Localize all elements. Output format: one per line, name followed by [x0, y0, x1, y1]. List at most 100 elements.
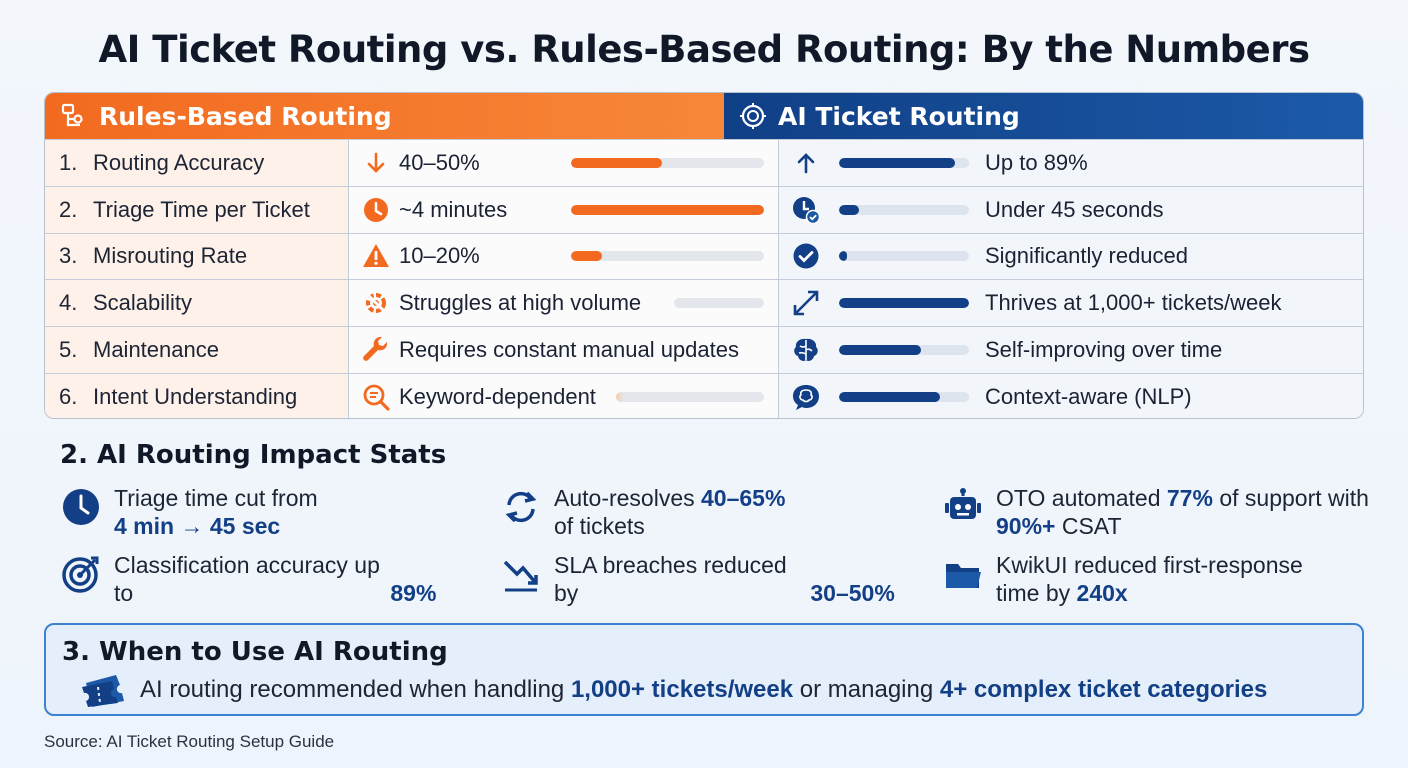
robot-icon [942, 486, 984, 528]
rules-cell: 10–20% [349, 233, 779, 280]
metric-label: Intent Understanding [93, 383, 298, 409]
stat-auto-resolve-text: Auto-resolves [554, 485, 695, 511]
stat-kwikui-value: 240x [1076, 580, 1128, 606]
folder-icon [942, 553, 984, 595]
rules-cell: ~4 minutes [349, 186, 779, 233]
ai-cell: Up to 89% [779, 140, 1363, 186]
ai-level-bar [839, 204, 969, 215]
rules-value: Struggles at high volume [399, 290, 642, 316]
ai-value: Up to 89% [985, 149, 1088, 175]
ai-value: Context-aware (NLP) [985, 383, 1192, 409]
stat-triage-value: 4 min → 45 sec [114, 513, 281, 539]
rules-level-bar [571, 251, 764, 262]
rules-cell: Requires constant manual updates [349, 327, 779, 373]
ai-level-bar [839, 157, 969, 168]
ai-level-bar [839, 251, 969, 262]
stat-auto-resolve-value: 40–65% [701, 485, 786, 511]
rules-level-fill [571, 204, 764, 215]
stat-accuracy-value: 89% [390, 580, 437, 606]
row-number: 6. [59, 383, 78, 409]
stat-oto-mid: of support with [1219, 485, 1369, 511]
clock-icon [361, 195, 391, 225]
rules-value: Keyword-dependent [399, 383, 596, 409]
stat-auto-resolve-suffix: of tickets [554, 513, 645, 539]
stat-oto-text: OTO automated [996, 485, 1161, 511]
target-icon [60, 553, 102, 595]
when-to-use-panel: 3. When to Use AI Routing AI routing rec… [44, 623, 1364, 716]
stat-oto: OTO automated 77% of support with 90%+ C… [942, 484, 1408, 540]
trend-down-icon [500, 553, 542, 595]
when-recommendation: AI routing recommended when handling 1,0… [78, 673, 1267, 707]
ticket-icon [78, 673, 130, 707]
ai-value: Self-improving over time [985, 337, 1223, 363]
ai-level-fill [839, 204, 859, 215]
rules-cell: Keyword-dependent [349, 373, 779, 418]
page-title: AI Ticket Routing vs. Rules-Based Routin… [98, 28, 1311, 71]
table-header: Rules-Based Routing AI Ticket Routing [45, 93, 1363, 139]
metric-label: Triage Time per Ticket [93, 196, 310, 222]
rules-header-label: Rules-Based Routing [99, 101, 392, 131]
arrow-down-icon [361, 148, 391, 178]
ai-level-fill [839, 251, 847, 262]
refresh-icon [500, 486, 542, 528]
stat-triage-text: Triage time cut from [114, 485, 318, 511]
arrow-up-icon [791, 148, 821, 178]
ai-cell: Under 45 seconds [779, 186, 1363, 233]
stat-sla: SLA breaches reduced by 30–50% [500, 551, 895, 607]
ai-header-label: AI Ticket Routing [778, 101, 1020, 131]
ai-level-bar [839, 345, 969, 356]
rules-level-fill [571, 251, 602, 262]
expand-arrows-icon [791, 288, 821, 318]
table-row: 6. Intent Understanding Keyword-dependent C… [45, 372, 1363, 418]
metric-cell: 3. Misrouting Rate [45, 233, 349, 280]
metric-label: Maintenance [93, 337, 219, 363]
table-row: 5. Maintenance Requires constant manual up… [45, 326, 1363, 373]
speech-brain-icon [791, 382, 821, 412]
stat-accuracy-text: Classification accuracy up to [114, 552, 380, 606]
rules-level-bar [571, 157, 764, 168]
ai-header: AI Ticket Routing [724, 93, 1363, 139]
ai-level-fill [839, 157, 955, 168]
rules-level-fill [616, 391, 624, 402]
stat-sla-text: SLA breaches reduced by [554, 552, 787, 606]
ai-cell: Context-aware (NLP) [779, 373, 1363, 418]
rules-cell: 40–50% [349, 140, 779, 186]
table-row: 4. Scalability Struggles at high volume Thr… [45, 279, 1363, 327]
stat-kwikui-text: KwikUI reduced first-response time by [996, 552, 1303, 606]
ai-level-fill [839, 345, 921, 356]
rules-level-fill [571, 157, 662, 168]
row-number: 2. [59, 196, 78, 222]
wrench-icon [361, 335, 391, 365]
ai-chip-icon [738, 101, 768, 131]
comparison-table: Rules-Based Routing AI Ticket Routing 1.… [44, 92, 1364, 419]
stat-kwikui: KwikUI reduced first-response time by 24… [942, 551, 1336, 607]
metric-label: Scalability [93, 290, 193, 316]
row-number: 3. [59, 243, 78, 269]
brain-icon [791, 335, 821, 365]
ai-value: Significantly reduced [985, 243, 1189, 269]
rules-header: Rules-Based Routing [45, 93, 724, 139]
when-text-pre: AI routing recommended when handling [140, 676, 565, 703]
impact-title: 2. AI Routing Impact Stats [60, 440, 447, 470]
rules-value: ~4 minutes [399, 196, 508, 222]
ai-cell: Thrives at 1,000+ tickets/week [779, 280, 1363, 327]
search-text-icon [361, 382, 391, 412]
rules-value: 10–20% [399, 243, 480, 269]
rules-cell: Struggles at high volume [349, 280, 779, 327]
ai-level-fill [839, 391, 941, 402]
metric-cell: 1. Routing Accuracy [45, 140, 349, 186]
rules-level-bar [571, 204, 764, 215]
ai-level-bar [839, 298, 969, 309]
rules-value: 40–50% [399, 149, 480, 175]
row-number: 4. [59, 290, 78, 316]
check-circle-icon [791, 241, 821, 271]
ai-value: Under 45 seconds [985, 196, 1164, 222]
table-row: 3. Misrouting Rate 10–20% Significantly red… [45, 232, 1363, 280]
stat-sla-value: 30–50% [810, 580, 895, 606]
metric-cell: 6. Intent Understanding [45, 373, 349, 418]
metric-label: Routing Accuracy [93, 149, 265, 175]
row-number: 1. [59, 149, 78, 175]
table-row: 1. Routing Accuracy 40–50% Up to 89% [45, 139, 1363, 186]
stat-oto-value: 77% [1166, 485, 1213, 511]
rules-level-bar [674, 298, 764, 309]
